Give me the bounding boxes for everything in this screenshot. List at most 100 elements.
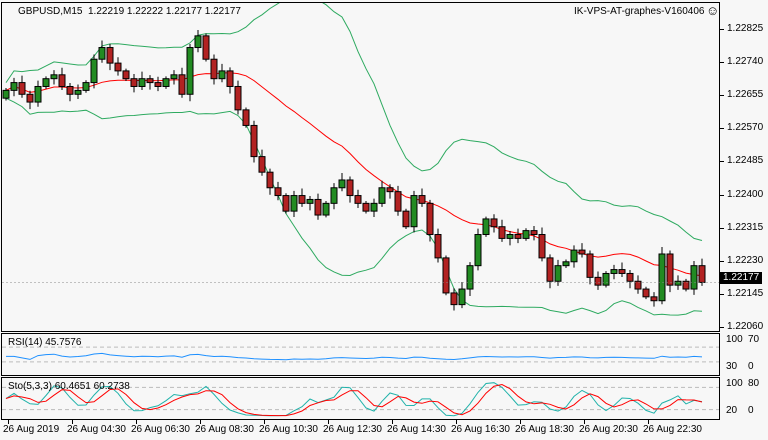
candle-body — [650, 296, 658, 302]
candle-body — [2, 89, 10, 99]
time-label: 26 Aug 06:30 — [131, 424, 190, 435]
bollinger-upper-line — [5, 3, 703, 241]
candle-body — [314, 198, 322, 216]
rsi-level-100: 100 — [726, 334, 743, 345]
current-price-marker: 1.22177 — [720, 272, 763, 284]
candle-body — [690, 265, 698, 290]
sto-level-20: 20 — [726, 405, 738, 416]
time-tick — [392, 419, 393, 424]
rsi-panel[interactable]: RSI(14) 45.7576 — [1, 333, 720, 376]
candle-body — [354, 195, 362, 204]
moving-average-line — [5, 72, 703, 277]
price-chart[interactable]: GBPUSD,M15 1.22219 1.22222 1.22177 1.221… — [1, 2, 720, 332]
candle-body — [586, 253, 594, 278]
candle-body — [18, 82, 26, 95]
candle-body — [42, 78, 50, 87]
stochastic-label: Sto(5,3,3) 60.4651 60.2738 — [8, 381, 130, 392]
price-label: 1.22060 — [727, 320, 764, 332]
stochastic-panel[interactable]: Sto(5,3,3) 60.4651 60.2738 — [1, 377, 720, 420]
candle-body — [146, 78, 154, 84]
rsi-label: RSI(14) 45.7576 — [8, 337, 82, 348]
candle-body — [386, 187, 394, 193]
price-tick — [720, 326, 724, 328]
candle-body — [666, 253, 674, 286]
candle-body — [138, 78, 146, 87]
candle-body — [506, 234, 514, 239]
sto-level-80: 80 — [748, 378, 760, 389]
candle-body — [170, 74, 178, 80]
candle-body — [26, 93, 34, 103]
candle-body — [234, 85, 242, 111]
price-tick — [720, 260, 724, 262]
candle-body — [50, 74, 58, 80]
candle-body — [114, 62, 122, 72]
candle-body — [66, 85, 74, 95]
rsi-level-70: 70 — [748, 334, 760, 345]
rsi-level-0: 0 — [748, 361, 754, 372]
candle-body — [298, 195, 306, 204]
candle-body — [634, 280, 642, 290]
candle-body — [466, 265, 474, 290]
symbol-label: GBPUSD,M15 — [18, 6, 83, 17]
candle-body — [626, 272, 634, 282]
price-label: 1.22485 — [727, 155, 764, 167]
candle-body — [450, 292, 458, 306]
candle-body — [194, 35, 202, 49]
candle-body — [282, 195, 290, 212]
candle-body — [482, 218, 490, 236]
time-label: 26 Aug 12:30 — [323, 424, 382, 435]
candle-body — [498, 226, 506, 239]
price-tick — [720, 29, 724, 30]
server-label: IK-VPS-AT-graphes-V160406 — [574, 6, 705, 17]
stochastic-main-line — [5, 382, 703, 417]
price-label: 1.22145 — [727, 287, 764, 299]
candle-body — [58, 74, 66, 87]
candle-body — [338, 179, 346, 189]
candle-body — [154, 82, 162, 87]
candle-body — [602, 272, 610, 286]
candle-body — [250, 124, 258, 158]
candle-body — [98, 47, 106, 60]
stochastic-signal-line — [5, 383, 703, 417]
time-tick — [328, 419, 329, 424]
candle-body — [322, 202, 330, 216]
candle-body — [434, 234, 442, 259]
candle-body — [402, 210, 410, 228]
price-label: 1.22315 — [727, 221, 764, 233]
candle-body — [258, 156, 266, 173]
candle-body — [370, 202, 378, 212]
candle-body — [202, 35, 210, 60]
candle-body — [74, 89, 82, 95]
price-tick — [720, 62, 724, 64]
candle-body — [266, 171, 274, 189]
price-label: 1.22400 — [727, 188, 764, 200]
price-label: 1.22740 — [727, 56, 764, 68]
candle-body — [218, 70, 226, 80]
candle-body — [330, 187, 338, 204]
candle-body — [378, 187, 386, 204]
bollinger-lower-line — [5, 97, 703, 316]
candle-body — [186, 47, 194, 95]
candle-body — [458, 288, 466, 306]
candle-body — [610, 269, 618, 274]
candle-body — [274, 187, 282, 197]
candle-body — [290, 195, 298, 212]
time-tick — [648, 419, 649, 424]
candle-body — [34, 85, 42, 103]
price-tick — [720, 128, 724, 130]
candle-body — [554, 265, 562, 282]
candle-body — [538, 234, 546, 259]
time-tick — [520, 419, 521, 424]
candle-body — [570, 249, 578, 263]
candle-body — [82, 82, 90, 91]
candle-body — [410, 195, 418, 228]
candle-body — [594, 276, 602, 286]
time-tick — [200, 419, 201, 424]
candle-body — [394, 191, 402, 212]
time-label: 26 Aug 18:30 — [515, 424, 574, 435]
time-label: 26 Aug 14:30 — [387, 424, 446, 435]
price-tick — [720, 194, 724, 196]
time-label: 26 Aug 04:30 — [67, 424, 126, 435]
candle-body — [10, 82, 18, 91]
price-label: 1.22230 — [727, 254, 764, 266]
